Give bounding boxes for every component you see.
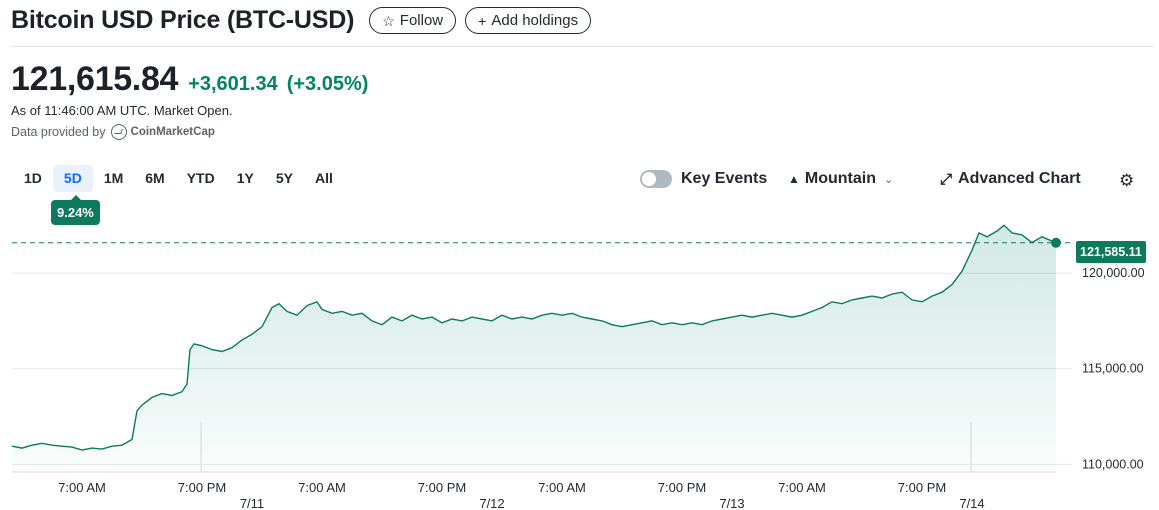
- x-time-label: 7:00 PM: [178, 480, 226, 495]
- range-ytd[interactable]: YTD: [186, 170, 215, 186]
- x-time-label: 7:00 PM: [418, 480, 466, 495]
- x-time-label: 7:00 AM: [778, 480, 826, 495]
- price-change-percent: (+3.05%): [286, 73, 369, 95]
- x-date-label: 7/12: [479, 496, 504, 510]
- x-date-label: 7/14: [959, 496, 984, 510]
- add-holdings-button[interactable]: + Add holdings: [465, 7, 592, 34]
- chevron-down-icon: ⌄: [883, 173, 894, 186]
- follow-label: Follow: [399, 12, 444, 29]
- price-line: [11, 224, 1057, 451]
- range-6m[interactable]: 6M: [145, 170, 165, 186]
- mountain-icon: ▲: [788, 172, 800, 186]
- chart-type-label: Mountain: [804, 170, 876, 187]
- last-price-badge: 121,585.11: [1076, 241, 1146, 263]
- y-tick-label: 115,000.00: [1082, 362, 1144, 376]
- toggle-knob: [642, 172, 656, 186]
- range-selector: 1D 5D 1M 6M YTD 1Y 5Y All: [13, 165, 344, 192]
- range-all[interactable]: All: [314, 170, 333, 186]
- y-tick-label: 120,000.00: [1082, 266, 1145, 280]
- add-holdings-label: Add holdings: [491, 12, 579, 29]
- advanced-chart-button[interactable]: ⤢ Advanced Chart: [940, 170, 1081, 188]
- range-1m[interactable]: 1M: [103, 170, 124, 186]
- range-5d[interactable]: 5D: [52, 165, 93, 192]
- expand-icon: ⤢: [940, 170, 953, 188]
- key-events-toggle[interactable]: Key Events: [640, 170, 767, 188]
- price-chart[interactable]: 7:00 AM 7:00 PM 7/11 7:00 AM 7:00 PM 7/12 7:00…: [0, 210, 1159, 510]
- star-icon: ☆: [382, 12, 395, 29]
- key-events-label: Key Events: [681, 170, 768, 187]
- plus-icon: +: [478, 12, 487, 29]
- advanced-chart-label: Advanced Chart: [958, 170, 1081, 187]
- x-time-label: 7:00 PM: [898, 480, 946, 495]
- header-divider: [11, 46, 1154, 47]
- follow-button[interactable]: ☆ Follow: [369, 7, 457, 34]
- range-change-badge: 9.24%: [51, 195, 100, 225]
- price-row: 121,615.84 +3,601.34 (+3.05%): [11, 60, 368, 99]
- gear-icon[interactable]: ⚙: [1119, 171, 1135, 190]
- x-date-label: 7/11: [240, 496, 264, 510]
- price-area-fill: [12, 225, 1056, 472]
- price-change: +3,601.34: [188, 73, 278, 95]
- as-of-timestamp: As of 11:46:00 AM UTC. Market Open.: [11, 103, 233, 118]
- x-time-label: 7:00 PM: [658, 480, 706, 495]
- x-time-label: 7:00 AM: [58, 480, 106, 495]
- provider-name[interactable]: CoinMarketCap: [130, 126, 215, 138]
- coinmarketcap-logo-icon: [110, 124, 127, 140]
- data-provided-label: Data provided by: [11, 125, 106, 139]
- range-1y[interactable]: 1Y: [236, 170, 254, 186]
- range-1d[interactable]: 1D: [24, 170, 42, 186]
- last-price-dot: [1051, 237, 1061, 248]
- range-5y[interactable]: 5Y: [275, 170, 293, 186]
- y-tick-label: 110,000.00: [1082, 457, 1144, 471]
- x-date-label: 7/13: [719, 496, 744, 510]
- data-provider: Data provided by CoinMarketCap: [11, 124, 215, 140]
- current-price: 121,615.84: [11, 60, 179, 98]
- page-title: Bitcoin USD Price (BTC-USD): [11, 6, 355, 34]
- chart-type-dropdown[interactable]: ▲ Mountain ⌄: [788, 170, 893, 188]
- x-time-label: 7:00 AM: [538, 480, 586, 495]
- toggle-switch[interactable]: [640, 170, 672, 188]
- quote-header: Bitcoin USD Price (BTC-USD) ☆ Follow + A…: [11, 6, 592, 35]
- x-time-label: 7:00 AM: [298, 480, 346, 495]
